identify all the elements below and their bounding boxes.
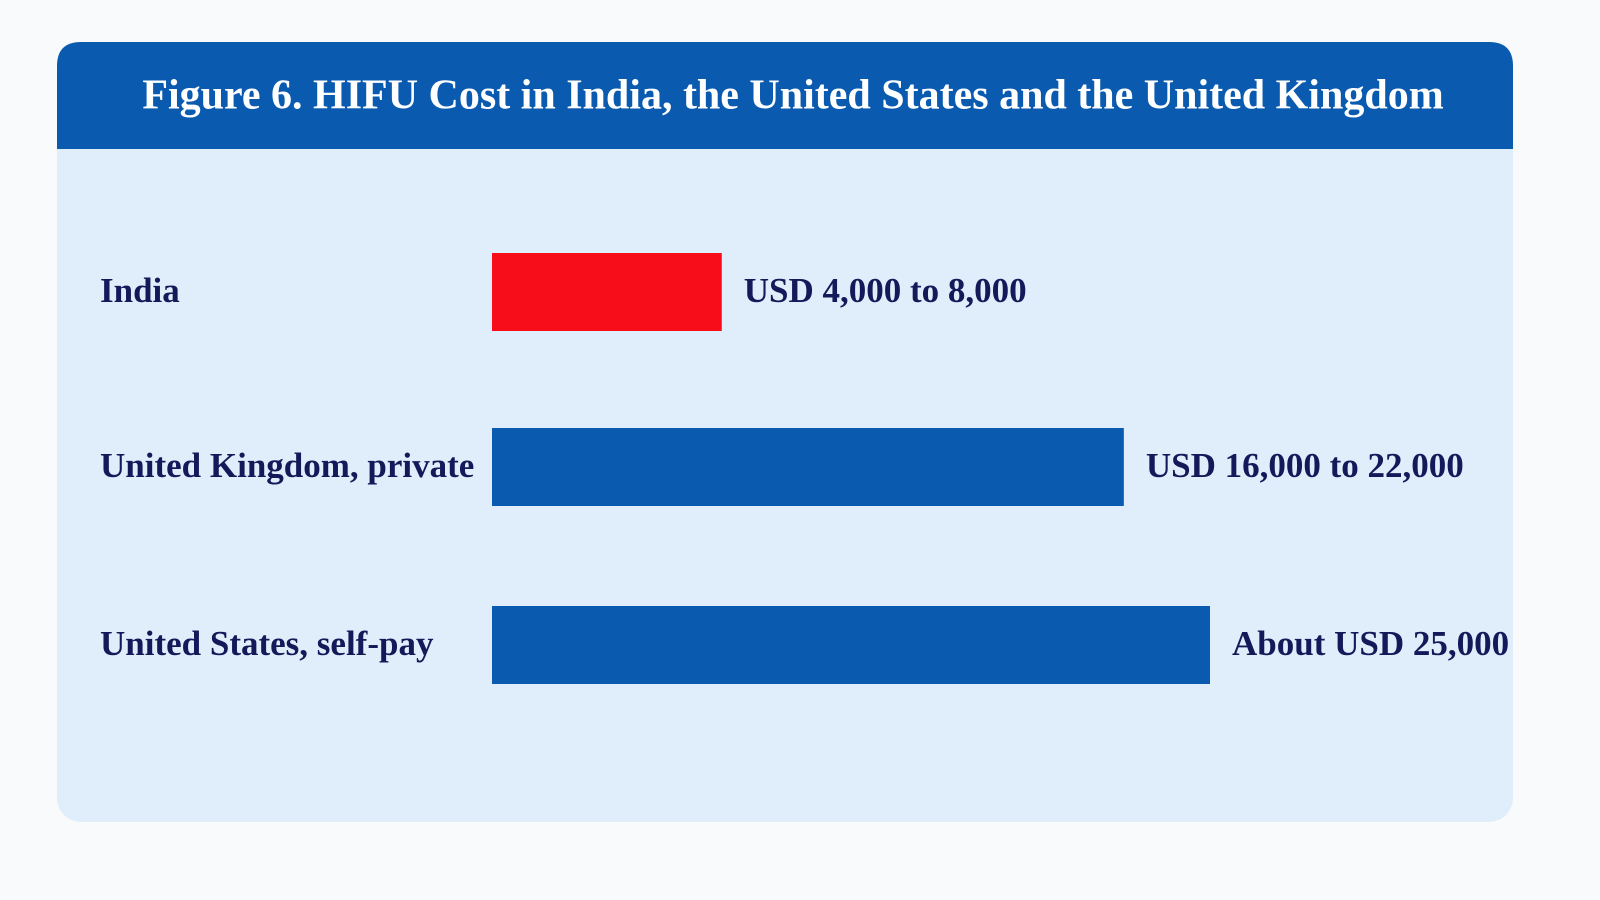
- bar: [492, 428, 1124, 506]
- value-label: USD 16,000 to 22,000: [1146, 446, 1464, 485]
- value-label: About USD 25,000: [1232, 624, 1509, 663]
- header-band: [57, 42, 1513, 149]
- category-label: United States, self-pay: [100, 624, 434, 663]
- chart-title: Figure 6. HIFU Cost in India, the United…: [142, 73, 1443, 119]
- bar: [492, 253, 722, 331]
- bar: [492, 606, 1210, 684]
- category-label: India: [100, 271, 180, 310]
- category-label: United Kingdom, private: [100, 446, 474, 485]
- value-label: USD 4,000 to 8,000: [744, 271, 1027, 310]
